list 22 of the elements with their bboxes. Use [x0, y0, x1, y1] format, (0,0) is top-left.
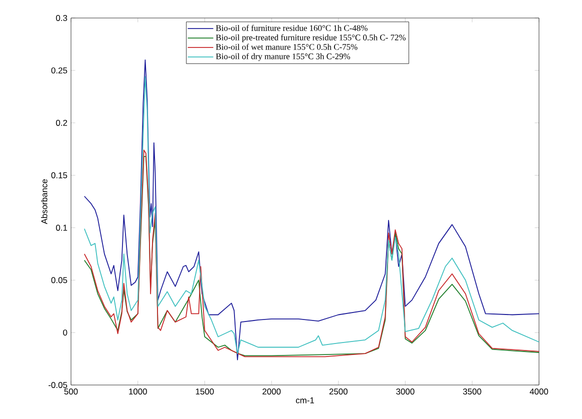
legend-label: Bio-oil of furniture residue 160°C 1h C-48%: [216, 24, 368, 31]
y-tick-label: 0.05: [51, 277, 68, 284]
y-tick-label: 0: [63, 330, 68, 336]
legend-label: Bio-oil pre-treated furniture residue 155°C 0.5h C- 72%: [216, 34, 406, 42]
y-tick-label: 0.3: [56, 15, 68, 21]
y-tick-label: 0.25: [51, 67, 68, 74]
x-tick-label: 3000: [396, 388, 414, 395]
y-axis-title: Absorbance: [41, 179, 48, 224]
x-tick-label: 4000: [530, 388, 548, 395]
x-tick-label: 3500: [463, 388, 482, 395]
x-tick-label: 2500: [329, 388, 348, 395]
y-tick-label: 0.2: [56, 120, 68, 126]
legend-label: Bio-oil of dry manure 155°C 3h C-29%: [216, 53, 350, 61]
y-tick-label: 0.15: [51, 172, 68, 178]
y-tick-label: -0.05: [48, 382, 68, 388]
y-tick-label: 0.1: [56, 224, 68, 231]
x-tick-label: 1000: [129, 388, 147, 395]
x-axis-title: cm-1: [296, 397, 314, 404]
legend-label: Bio-oil of wet manure 155°C 0.5h C-75%: [216, 44, 358, 50]
x-tick-label: 1500: [196, 388, 214, 395]
x-tick-label: 500: [64, 388, 78, 395]
x-tick-label: 2000: [262, 388, 281, 395]
